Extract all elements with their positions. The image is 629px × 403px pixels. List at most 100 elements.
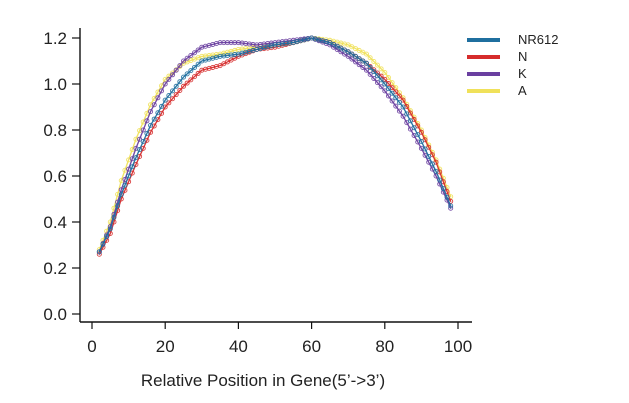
data-point-nr612-90 <box>426 153 432 159</box>
data-point-n-21 <box>173 92 179 98</box>
data-point-a-74 <box>367 55 373 61</box>
data-point-k-26 <box>191 50 197 56</box>
data-point-k-15 <box>151 102 157 108</box>
data-point-nr612-80 <box>389 90 395 96</box>
data-point-a-75 <box>371 58 377 64</box>
x-tick-label-4: 80 <box>375 337 394 356</box>
data-point-k-76 <box>374 80 380 86</box>
data-point-nr612-83 <box>400 104 406 110</box>
data-point-n-25 <box>188 77 194 83</box>
x-tick-label-5: 100 <box>444 337 472 356</box>
data-point-nr612-93 <box>437 177 443 183</box>
data-point-nr612-4 <box>111 214 117 220</box>
data-point-nr612-78 <box>382 81 388 87</box>
data-point-nr612-2 <box>104 234 110 240</box>
data-point-nr612-79 <box>385 86 391 92</box>
data-point-nr612-14 <box>148 122 154 128</box>
series-line-n <box>98 37 452 255</box>
legend-item-nr612: NR612 <box>467 32 558 47</box>
data-point-k-78 <box>382 88 388 94</box>
data-point-k-17 <box>159 88 165 94</box>
data-point-k-81 <box>393 103 399 109</box>
data-point-nr612-89 <box>422 146 428 152</box>
data-point-k-23 <box>180 58 186 64</box>
data-point-nr612-84 <box>404 111 410 117</box>
data-point-nr612-91 <box>429 161 435 167</box>
series-nr612 <box>96 35 454 255</box>
data-point-k-68 <box>345 53 351 59</box>
data-point-k-25 <box>188 52 194 58</box>
legend-item-n: N <box>467 49 527 64</box>
data-point-k-12 <box>140 127 146 133</box>
data-point-k-80 <box>389 98 395 104</box>
data-point-n-22 <box>177 87 183 93</box>
data-point-nr612-24 <box>184 71 190 77</box>
data-point-nr612-3 <box>107 226 113 232</box>
data-point-nr612-96 <box>448 203 454 209</box>
data-point-a-77 <box>378 66 384 72</box>
data-point-nr612-6 <box>118 191 124 197</box>
y-tick-label-3: 0.6 <box>43 167 67 186</box>
data-point-n-26 <box>191 74 197 80</box>
x-tick-label-2: 40 <box>229 337 248 356</box>
data-point-nr612-68 <box>345 49 351 55</box>
data-point-nr612-73 <box>364 60 370 66</box>
data-point-nr612-27 <box>195 61 201 67</box>
data-point-n-27 <box>195 70 201 76</box>
data-point-nr612-9 <box>129 164 135 170</box>
data-point-k-74 <box>367 71 373 77</box>
data-point-nr612-7 <box>122 182 128 188</box>
data-point-nr612-72 <box>360 58 366 64</box>
data-point-nr612-69 <box>349 51 355 57</box>
series-a <box>96 35 454 253</box>
x-tick-label-3: 60 <box>302 337 321 356</box>
data-point-nr612-20 <box>170 88 176 94</box>
data-point-nr612-70 <box>353 53 359 59</box>
series-n <box>96 35 454 257</box>
series-line-a <box>98 37 452 251</box>
data-point-nr612-82 <box>396 99 402 105</box>
data-point-nr612-77 <box>378 77 384 83</box>
data-point-a-76 <box>374 62 380 68</box>
legend-item-k: K <box>467 66 527 81</box>
data-point-nr612-76 <box>374 73 380 79</box>
data-point-nr612-5 <box>115 203 121 209</box>
data-point-k-21 <box>173 67 179 73</box>
series-k <box>96 35 454 255</box>
data-point-n-20 <box>170 96 176 102</box>
data-point-k-77 <box>378 84 384 90</box>
data-point-nr612-12 <box>140 138 146 144</box>
data-point-nr612-81 <box>393 95 399 101</box>
data-point-k-69 <box>349 56 355 62</box>
series-line-k <box>98 37 452 253</box>
data-point-nr612-95 <box>444 194 450 200</box>
y-tick-label-4: 0.8 <box>43 121 67 140</box>
data-point-nr612-85 <box>407 118 413 124</box>
data-point-nr612-18 <box>162 97 168 103</box>
data-point-n-83 <box>400 97 406 103</box>
data-point-nr612-87 <box>415 132 421 138</box>
data-point-k-22 <box>177 63 183 69</box>
data-point-k-11 <box>137 136 143 142</box>
data-point-k-70 <box>353 59 359 65</box>
data-point-nr612-17 <box>159 103 165 109</box>
data-point-nr612-94 <box>440 186 446 192</box>
data-point-k-24 <box>184 55 190 61</box>
legend-label-n: N <box>518 49 527 64</box>
x-axis-label: Relative Position in Gene(5’->3’) <box>141 371 385 390</box>
legend: NR612 NKA <box>467 32 558 98</box>
legend-label-a: A <box>518 83 527 98</box>
y-tick-label-1: 0.2 <box>43 259 67 278</box>
data-point-k-27 <box>195 47 201 53</box>
data-point-nr612-19 <box>166 92 172 98</box>
data-point-nr612-0 <box>96 249 102 255</box>
data-point-nr612-13 <box>144 130 150 136</box>
data-point-nr612-71 <box>356 56 362 62</box>
data-point-k-73 <box>364 67 370 73</box>
data-point-n-19 <box>166 100 172 106</box>
y-tick-label-0: 0.0 <box>43 305 67 324</box>
data-point-nr612-15 <box>151 116 157 122</box>
y-tick-label-5: 1.0 <box>43 75 67 94</box>
data-point-nr612-8 <box>126 173 132 179</box>
